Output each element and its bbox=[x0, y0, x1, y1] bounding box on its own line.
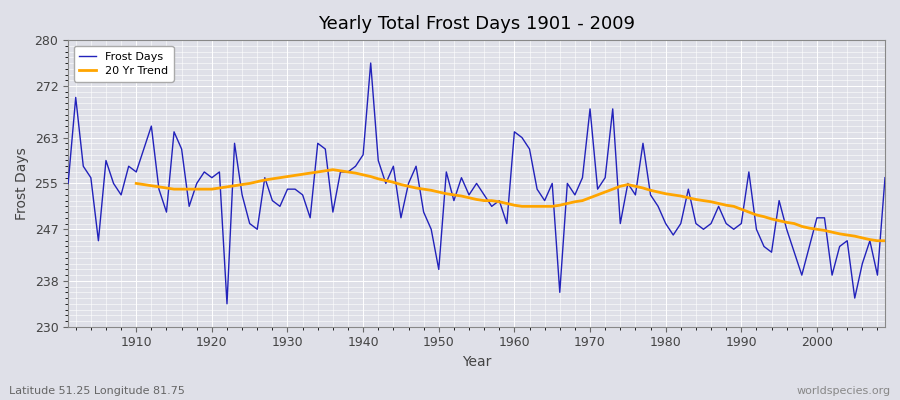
20 Yr Trend bbox=[130, 181, 141, 186]
20 Yr Trend bbox=[872, 238, 883, 243]
20 Yr Trend bbox=[328, 167, 338, 172]
Line: 20 Yr Trend: 20 Yr Trend bbox=[136, 170, 885, 241]
20 Yr Trend bbox=[585, 195, 596, 200]
20 Yr Trend bbox=[524, 204, 535, 209]
Frost Days bbox=[221, 301, 232, 306]
20 Yr Trend bbox=[850, 234, 860, 238]
Frost Days bbox=[615, 221, 626, 226]
Title: Yearly Total Frost Days 1901 - 2009: Yearly Total Frost Days 1901 - 2009 bbox=[318, 15, 635, 33]
20 Yr Trend bbox=[305, 171, 316, 176]
Frost Days bbox=[297, 192, 308, 197]
Y-axis label: Frost Days: Frost Days bbox=[15, 147, 29, 220]
Frost Days bbox=[365, 61, 376, 66]
20 Yr Trend bbox=[879, 238, 890, 243]
Line: Frost Days: Frost Days bbox=[68, 63, 885, 304]
20 Yr Trend bbox=[827, 230, 838, 234]
Frost Days bbox=[63, 181, 74, 186]
Frost Days bbox=[517, 135, 527, 140]
Frost Days bbox=[343, 170, 354, 174]
Text: Latitude 51.25 Longitude 81.75: Latitude 51.25 Longitude 81.75 bbox=[9, 386, 184, 396]
Frost Days bbox=[123, 164, 134, 169]
Text: worldspecies.org: worldspecies.org bbox=[796, 386, 891, 396]
Legend: Frost Days, 20 Yr Trend: Frost Days, 20 Yr Trend bbox=[74, 46, 174, 82]
X-axis label: Year: Year bbox=[462, 355, 491, 369]
Frost Days bbox=[879, 175, 890, 180]
20 Yr Trend bbox=[274, 175, 285, 180]
Frost Days bbox=[524, 147, 535, 152]
